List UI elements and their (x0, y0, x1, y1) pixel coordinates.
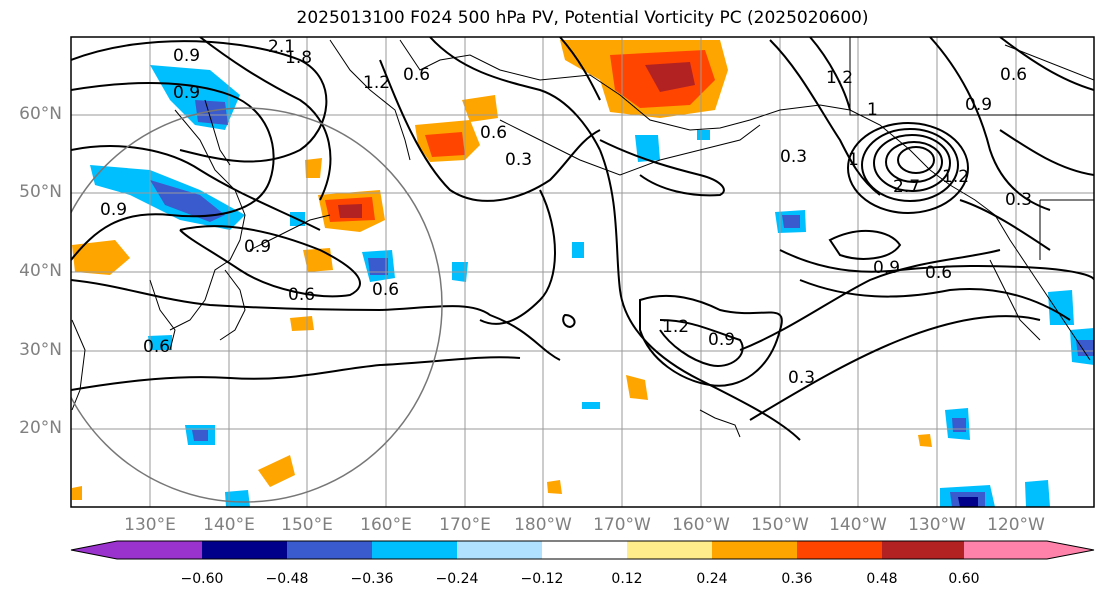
contour-label-group: 2.1 1.8 0.9 0.9 1.2 0.6 0.6 0.3 0.9 0.9 … (100, 37, 1032, 388)
colorbar-bin (287, 541, 372, 559)
contour-label: 0.9 (173, 46, 200, 66)
coastlines (71, 37, 1094, 438)
lon-label: 170°E (439, 515, 491, 535)
contour-label: 1.2 (662, 317, 689, 337)
contour-label: 0.6 (288, 285, 315, 305)
contour-label: 0.6 (1000, 65, 1027, 85)
contour-label: 0.6 (403, 65, 430, 85)
colorbar-extend-high (1047, 541, 1094, 559)
lat-label: 50°N (19, 182, 62, 202)
contour-label: 0.3 (505, 150, 532, 170)
contour-label: 1.2 (363, 73, 390, 93)
colorbar-tick: 0.36 (781, 571, 813, 587)
contour-label: 1.8 (285, 48, 312, 68)
lon-label: 180°W (514, 515, 572, 535)
lon-label: 140°E (203, 515, 255, 535)
contour-label: 0.3 (780, 147, 807, 167)
colorbar-tick: 0.12 (611, 571, 643, 587)
colorbar-tick: −0.60 (180, 571, 224, 587)
colorbar-tick: 0.48 (866, 571, 898, 587)
pv-contours (71, 37, 1094, 441)
contour-label: 0.9 (100, 200, 127, 220)
contour-label: 1 (848, 150, 859, 170)
lon-label: 130°W (908, 515, 966, 535)
contour-label: 0.3 (1005, 190, 1032, 210)
negative-anomaly-shading (90, 65, 1094, 507)
contour-label: 0.9 (708, 330, 735, 350)
contour-label: 0.9 (873, 258, 900, 278)
colorbar-bin (202, 541, 287, 559)
lon-label: 150°W (751, 515, 809, 535)
map-field: 2.1 1.8 0.9 0.9 1.2 0.6 0.6 0.3 0.9 0.9 … (71, 37, 1094, 507)
contour-label: 0.6 (925, 263, 952, 283)
colorbar-extend-low (71, 541, 117, 559)
colorbar-bin (627, 541, 712, 559)
contour-label: 1.2 (942, 167, 969, 187)
range-ring (71, 107, 443, 503)
colorbar-bin (117, 541, 202, 559)
colorbar-bin (372, 541, 457, 559)
lon-label: 160°E (360, 515, 412, 535)
contour-label: 0.6 (480, 123, 507, 143)
contour-label: 0.6 (372, 280, 399, 300)
colorbar-tick: −0.12 (520, 571, 564, 587)
lat-label: 30°N (19, 340, 62, 360)
colorbar-bin (457, 541, 542, 559)
lon-label: 130°E (124, 515, 176, 535)
contour-label: 0.9 (244, 237, 271, 257)
contour-label: 1 (867, 100, 878, 120)
lat-label: 60°N (19, 104, 62, 124)
colorbar-tick: 0.24 (696, 571, 728, 587)
lon-label: 160°W (672, 515, 730, 535)
contour-label: 0.3 (788, 368, 815, 388)
lon-label: 140°W (829, 515, 887, 535)
colorbar-bin (712, 541, 797, 559)
colorbar-tick: −0.48 (265, 571, 309, 587)
lat-label: 20°N (19, 418, 62, 438)
map-frame (70, 36, 1095, 508)
contour-label: 0.9 (173, 83, 200, 103)
contour-label: 1.2 (826, 68, 853, 88)
colorbar-bin (882, 541, 964, 559)
figure-title: 2025013100 F024 500 hPa PV, Potential Vo… (296, 8, 869, 28)
colorbar-bin (797, 541, 882, 559)
contour-label: 0.9 (965, 95, 992, 115)
colorbar-bin (542, 541, 627, 559)
colorbar-bin (964, 541, 1047, 559)
contour-label: 2.1 (268, 37, 295, 57)
lon-label: 150°E (281, 515, 333, 535)
colorbar (70, 540, 1095, 560)
colorbar-tick: −0.36 (350, 571, 394, 587)
colorbar-tick: −0.24 (435, 571, 479, 587)
lon-label: 170°W (593, 515, 651, 535)
contour-label: 2.7 (893, 177, 920, 197)
contour-label: 0.6 (143, 337, 170, 357)
colorbar-tick: 0.60 (948, 571, 980, 587)
lat-label: 40°N (19, 261, 62, 281)
lon-label: 120°W (987, 515, 1045, 535)
